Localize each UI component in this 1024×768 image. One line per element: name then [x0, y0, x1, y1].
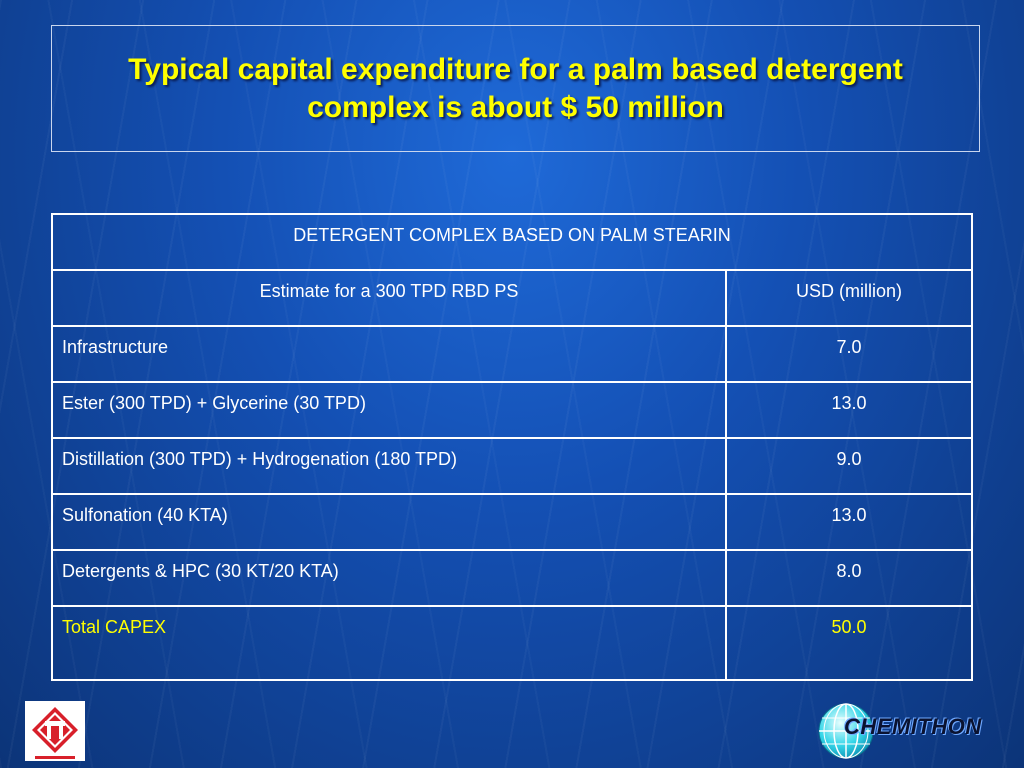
row-item: Distillation (300 TPD) + Hydrogenation (… — [51, 437, 727, 495]
header-usd: USD (million) — [725, 269, 973, 327]
row-item: Ester (300 TPD) + Glycerine (30 TPD) — [51, 381, 727, 439]
table-row: Ester (300 TPD) + Glycerine (30 TPD) 13.… — [51, 381, 973, 439]
row-item: Infrastructure — [51, 325, 727, 383]
row-item: Sulfonation (40 KTA) — [51, 493, 727, 551]
row-usd: 7.0 — [725, 325, 973, 383]
globe-icon — [818, 703, 874, 759]
total-value: 50.0 — [725, 605, 973, 681]
capex-table: DETERGENT COMPLEX BASED ON PALM STEARIN … — [51, 213, 973, 681]
row-usd: 9.0 — [725, 437, 973, 495]
chemithon-wordmark: CHEMITHON — [844, 714, 982, 739]
company-logo-graphic — [32, 707, 78, 759]
table-row: Detergents & HPC (30 KT/20 KTA) 8.0 — [51, 549, 973, 607]
table-caption: DETERGENT COMPLEX BASED ON PALM STEARIN — [51, 213, 973, 271]
row-usd: 8.0 — [725, 549, 973, 607]
company-logo-icon — [25, 701, 85, 761]
total-row: Total CAPEX 50.0 — [51, 605, 973, 681]
chemithon-logo: CHEMITHON — [818, 700, 1014, 762]
row-usd: 13.0 — [725, 493, 973, 551]
slide-title-box: Typical capital expenditure for a palm b… — [51, 25, 980, 152]
row-item: Detergents & HPC (30 KT/20 KTA) — [51, 549, 727, 607]
header-estimate: Estimate for a 300 TPD RBD PS — [51, 269, 727, 327]
row-usd: 13.0 — [725, 381, 973, 439]
table-row: Sulfonation (40 KTA) 13.0 — [51, 493, 973, 551]
table-row: Infrastructure 7.0 — [51, 325, 973, 383]
slide-title: Typical capital expenditure for a palm b… — [128, 52, 903, 124]
total-label: Total CAPEX — [51, 605, 727, 681]
table-row: Distillation (300 TPD) + Hydrogenation (… — [51, 437, 973, 495]
